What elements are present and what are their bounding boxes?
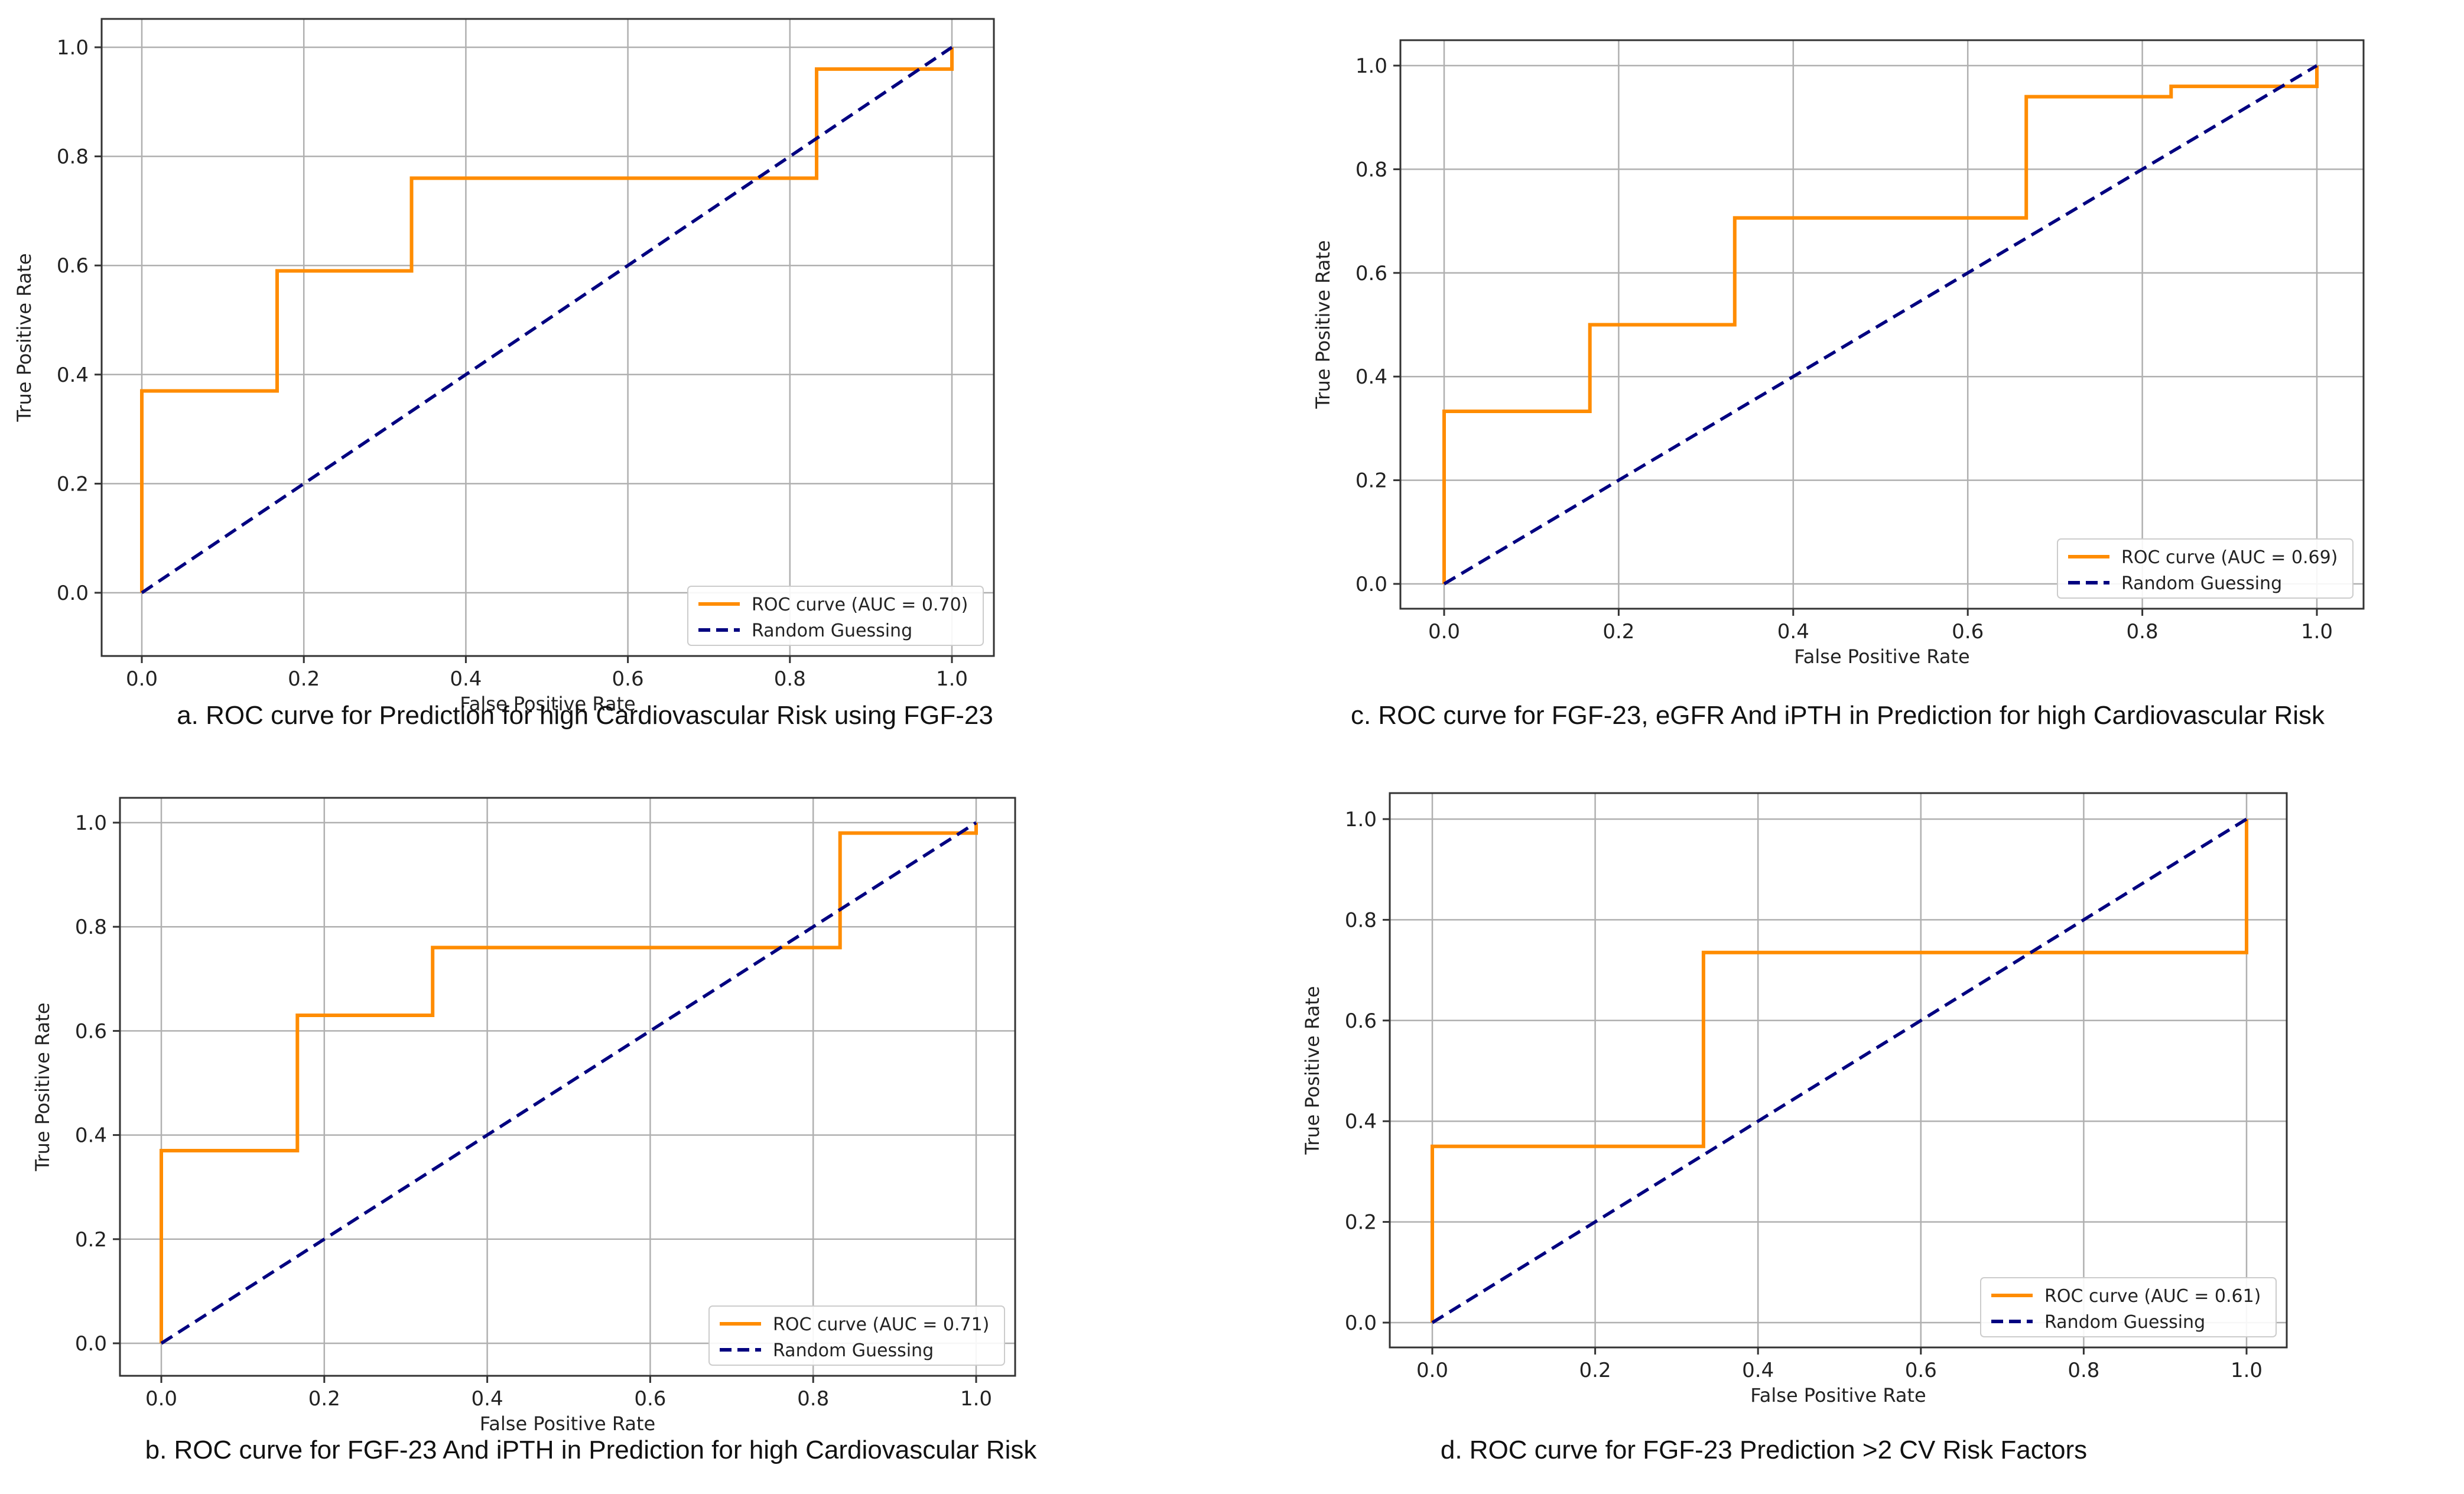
panel-caption: b. ROC curve for FGF-23 And iPTH in Pred…: [145, 1435, 1038, 1464]
x-tick-label: 0.6: [612, 667, 644, 691]
y-tick-label: 1.0: [75, 811, 107, 835]
x-axis-label: False Positive Rate: [480, 1412, 655, 1435]
roc-curve-line: [160, 823, 978, 1343]
plot-frame: [119, 797, 1016, 1377]
random-guessing-line: [160, 821, 977, 1345]
plot-frame: [1399, 39, 2365, 610]
y-tick-label: 0.4: [57, 363, 89, 387]
y-axis-label: True Positive Rate: [1301, 986, 1324, 1155]
legend-label: ROC curve (AUC = 0.61): [2044, 1286, 2261, 1307]
y-tick-label: 0.0: [1355, 573, 1387, 596]
y-axis-label: True Positive Rate: [13, 253, 35, 422]
x-tick-label: 1.0: [936, 667, 968, 691]
y-axis-label: True Positive Rate: [31, 1002, 54, 1171]
roc-curve-line: [140, 47, 954, 593]
plot-frame: [100, 18, 995, 657]
x-tick-label: 0.0: [1428, 620, 1460, 644]
roc-panel-d: 0.0 0.2 0.4 0.6 0.8 1.0 0.0 0.2 0.4 0.6 0.8 1.0 Fals…: [1301, 792, 2288, 1464]
x-tick-label: 0.6: [634, 1387, 666, 1411]
random-guessing-line: [1443, 64, 2318, 586]
x-tick-label: 0.0: [1416, 1359, 1448, 1382]
legend: ROC curve (AUC = 0.71) Random Guessing: [708, 1305, 1005, 1366]
legend-box: [708, 1305, 1005, 1366]
x-tick-label: 0.4: [472, 1387, 503, 1411]
x-tick-label: 0.8: [2068, 1359, 2099, 1382]
y-axis-label: True Positive Rate: [1312, 240, 1334, 409]
x-tick-label: 0.6: [1905, 1359, 1937, 1382]
legend-box: [687, 586, 984, 646]
x-tick-label: 0.6: [1952, 620, 1984, 644]
x-tick-label: 0.2: [308, 1387, 340, 1411]
panel-caption: d. ROC curve for FGF-23 Prediction >2 CV…: [1441, 1435, 2087, 1464]
random-guessing-line: [141, 46, 953, 595]
x-tick-label: 0.2: [1602, 620, 1634, 644]
legend-label: Random Guessing: [773, 1340, 934, 1361]
y-tick-label: 0.2: [57, 472, 89, 496]
legend-label: Random Guessing: [2044, 1312, 2205, 1333]
x-tick-label: 0.0: [145, 1387, 177, 1411]
y-tick-label: 0.6: [1355, 262, 1387, 285]
legend-box: [1980, 1277, 2277, 1337]
legend-label: ROC curve (AUC = 0.71): [773, 1314, 989, 1335]
y-tick-label: 0.8: [57, 145, 89, 169]
y-tick-label: 0.0: [1345, 1311, 1377, 1335]
x-tick-label: 0.2: [1579, 1359, 1611, 1382]
y-tick-label: 0.8: [1345, 908, 1377, 932]
panel-caption: c. ROC curve for FGF-23, eGFR And iPTH i…: [1351, 701, 2325, 730]
x-tick-label: 0.4: [1742, 1359, 1774, 1382]
legend-label: ROC curve (AUC = 0.69): [2121, 547, 2338, 568]
x-tick-label: 0.2: [288, 667, 320, 691]
y-tick-label: 1.0: [1345, 808, 1377, 832]
y-tick-label: 0.0: [75, 1332, 107, 1356]
legend-label: ROC curve (AUC = 0.70): [752, 595, 968, 615]
x-tick-label: 0.0: [126, 667, 158, 691]
panel-caption: a. ROC curve for Prediction for high Car…: [177, 701, 993, 730]
x-tick-label: 1.0: [2301, 620, 2333, 644]
legend-box: [2057, 538, 2354, 599]
x-tick-label: 1.0: [2231, 1359, 2263, 1382]
y-tick-label: 0.4: [1355, 365, 1387, 389]
x-tick-label: 0.4: [450, 667, 482, 691]
y-tick-label: 0.6: [57, 254, 89, 278]
legend-label: Random Guessing: [2121, 573, 2282, 594]
roc-panel-b: 0.0 0.2 0.4 0.6 0.8 1.0 0.0 0.2 0.4 0.6 0.8 1.0 Fals…: [31, 797, 1038, 1464]
x-axis-label: False Positive Rate: [460, 693, 635, 715]
y-tick-label: 0.2: [1355, 469, 1387, 493]
y-tick-label: 0.4: [1345, 1110, 1377, 1134]
x-tick-label: 0.8: [797, 1387, 829, 1411]
y-tick-label: 0.8: [1355, 158, 1387, 181]
x-tick-label: 0.4: [1777, 620, 1809, 644]
legend: ROC curve (AUC = 0.70) Random Guessing: [687, 586, 984, 646]
y-tick-label: 0.8: [75, 915, 107, 939]
roc-panel-c: 0.0 0.2 0.4 0.6 0.8 1.0 0.0 0.2 0.4 0.6 0.8 1.0 Fals…: [1312, 39, 2365, 730]
plot-frame: [1389, 792, 2288, 1349]
y-tick-label: 0.0: [57, 582, 89, 605]
x-axis-label: False Positive Rate: [1794, 645, 1969, 668]
y-tick-label: 1.0: [1355, 54, 1387, 78]
roc-curve-line: [1442, 66, 2319, 584]
x-tick-label: 0.8: [774, 667, 806, 691]
y-tick-label: 0.6: [1345, 1009, 1377, 1033]
y-tick-label: 0.6: [75, 1019, 107, 1043]
y-tick-label: 1.0: [57, 36, 89, 60]
roc-panel-a: 0.0 0.2 0.4 0.6 0.8 1.0 0.0 0.2 0.4 0.6 0.8 1.0 Fals…: [13, 18, 995, 730]
x-axis-label: False Positive Rate: [1750, 1384, 1926, 1407]
x-tick-label: 1.0: [960, 1387, 992, 1411]
legend: ROC curve (AUC = 0.61) Random Guessing: [1980, 1277, 2277, 1337]
legend: ROC curve (AUC = 0.69) Random Guessing: [2057, 538, 2354, 599]
y-tick-label: 0.4: [75, 1124, 107, 1148]
x-tick-label: 0.8: [2127, 620, 2159, 644]
roc-curve-line: [1431, 819, 2248, 1323]
y-tick-label: 0.2: [75, 1228, 107, 1252]
y-tick-label: 0.2: [1345, 1211, 1377, 1235]
legend-label: Random Guessing: [752, 621, 912, 641]
